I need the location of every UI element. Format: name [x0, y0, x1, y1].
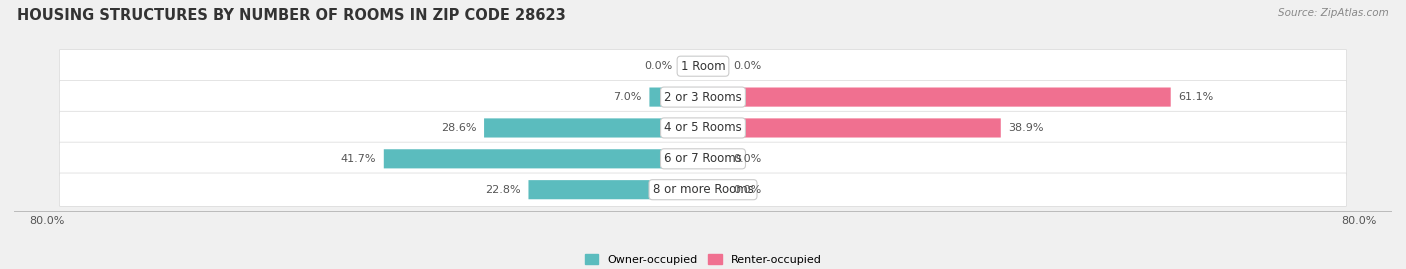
Text: 28.6%: 28.6% [441, 123, 477, 133]
Text: 41.7%: 41.7% [340, 154, 377, 164]
FancyBboxPatch shape [703, 87, 1171, 107]
FancyBboxPatch shape [59, 173, 1347, 206]
Text: 1 Room: 1 Room [681, 60, 725, 73]
FancyBboxPatch shape [529, 180, 703, 199]
FancyBboxPatch shape [681, 57, 703, 76]
Text: Source: ZipAtlas.com: Source: ZipAtlas.com [1278, 8, 1389, 18]
FancyBboxPatch shape [384, 149, 703, 168]
FancyBboxPatch shape [703, 149, 725, 168]
FancyBboxPatch shape [59, 142, 1347, 175]
Text: 38.9%: 38.9% [1008, 123, 1043, 133]
Text: 0.0%: 0.0% [644, 61, 672, 71]
Text: 0.0%: 0.0% [734, 154, 762, 164]
Text: 80.0%: 80.0% [30, 216, 65, 226]
FancyBboxPatch shape [59, 80, 1347, 114]
Text: 7.0%: 7.0% [613, 92, 641, 102]
FancyBboxPatch shape [59, 111, 1347, 145]
FancyBboxPatch shape [703, 57, 725, 76]
FancyBboxPatch shape [59, 49, 1347, 83]
Text: HOUSING STRUCTURES BY NUMBER OF ROOMS IN ZIP CODE 28623: HOUSING STRUCTURES BY NUMBER OF ROOMS IN… [17, 8, 565, 23]
FancyBboxPatch shape [703, 180, 725, 199]
Text: 2 or 3 Rooms: 2 or 3 Rooms [664, 91, 742, 104]
Text: 0.0%: 0.0% [734, 185, 762, 195]
Text: 0.0%: 0.0% [734, 61, 762, 71]
Text: 22.8%: 22.8% [485, 185, 520, 195]
FancyBboxPatch shape [484, 118, 703, 137]
Text: 8 or more Rooms: 8 or more Rooms [652, 183, 754, 196]
Text: 4 or 5 Rooms: 4 or 5 Rooms [664, 121, 742, 134]
FancyBboxPatch shape [703, 118, 1001, 137]
Legend: Owner-occupied, Renter-occupied: Owner-occupied, Renter-occupied [585, 254, 821, 265]
Text: 6 or 7 Rooms: 6 or 7 Rooms [664, 152, 742, 165]
Text: 80.0%: 80.0% [1341, 216, 1376, 226]
FancyBboxPatch shape [650, 87, 703, 107]
Text: 61.1%: 61.1% [1178, 92, 1213, 102]
